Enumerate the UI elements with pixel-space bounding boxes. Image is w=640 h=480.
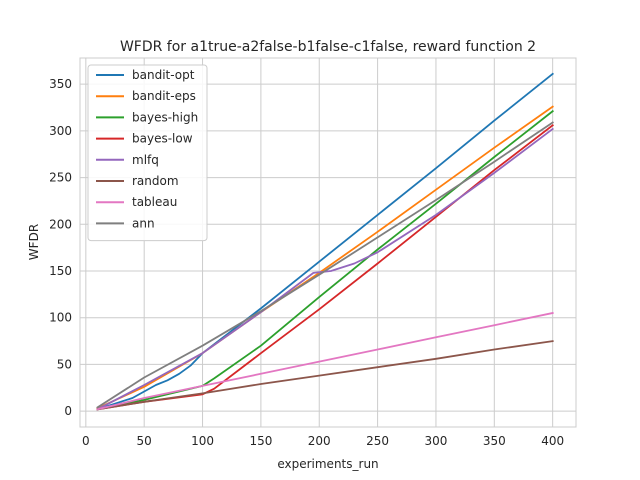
y-tick-label: 350 [49,77,72,91]
x-tick-label: 200 [308,434,331,448]
legend-label-bandit-opt: bandit-opt [132,68,195,82]
series-line-random [96,340,554,411]
y-tick-label: 50 [57,357,72,371]
x-axis-label: experiments_run [277,457,378,471]
x-tick-label: 100 [191,434,214,448]
chart-title: WFDR for a1true-a2false-b1false-c1false,… [120,39,536,55]
x-tick-label: 0 [82,434,90,448]
y-tick-label: 250 [49,171,72,185]
legend-label-tableau: tableau [132,195,177,209]
y-tick-label: 150 [49,264,72,278]
y-axis-label: WFDR [27,224,41,260]
y-tick-label: 0 [64,404,72,418]
x-tick-label: 250 [366,434,389,448]
x-tick-label: 400 [541,434,564,448]
x-tick-label: 300 [424,434,447,448]
legend-label-ann: ann [132,216,155,230]
x-tick-label: 50 [137,434,152,448]
legend-label-mlfq: mlfq [132,153,159,167]
legend-label-bandit-eps: bandit-eps [132,89,196,103]
legend-label-random: random [132,174,179,188]
x-tick-label: 350 [483,434,506,448]
legend-label-bayes-high: bayes-high [132,110,198,124]
series-line-tableau [96,311,554,411]
series-line-mlfq [96,127,554,411]
legend-box [87,64,208,242]
y-tick-label: 300 [49,124,72,138]
y-tick-label: 200 [49,217,72,231]
series-line-ann [96,121,554,409]
y-tick-label: 100 [49,311,72,325]
x-tick-label: 150 [249,434,272,448]
legend-label-bayes-low: bayes-low [132,132,193,146]
plot-frame [79,57,577,428]
legend: bandit-opt bandit-eps bayes-high bayes-low m… [87,64,208,242]
